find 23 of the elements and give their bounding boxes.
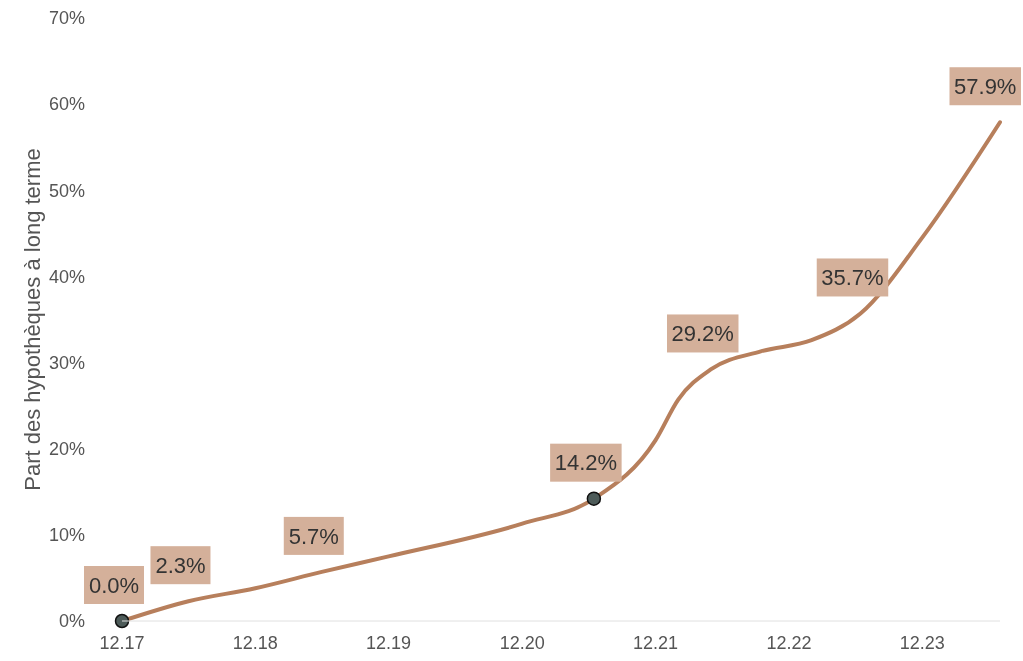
y-tick-label: 20% <box>48 439 85 460</box>
x-tick-label: 12.19 <box>366 633 412 653</box>
data-label: 14.2% <box>554 450 618 476</box>
data-label: 35.7% <box>821 265 884 291</box>
x-tick-label: 12.22 <box>766 633 812 653</box>
y-tick-label: 50% <box>48 180 85 201</box>
data-label: 29.2% <box>671 321 734 347</box>
x-tick-label: 12.21 <box>633 633 679 653</box>
y-axis-title: Part des hypothèques à long terme <box>20 148 45 491</box>
x-tick-label: 12.17 <box>99 633 145 653</box>
y-tick-label: 10% <box>48 525 85 546</box>
data-label: 2.3% <box>155 552 206 578</box>
data-label: 0.0% <box>88 572 140 598</box>
x-tick-label: 12.23 <box>899 633 945 653</box>
y-tick-label: 30% <box>48 352 85 373</box>
data-label: 5.7% <box>288 523 339 549</box>
y-tick-label: 70% <box>48 8 85 29</box>
data-label: 57.9% <box>954 73 1017 99</box>
y-tick-label: 60% <box>48 94 85 115</box>
x-tick-label: 12.20 <box>499 633 545 653</box>
y-tick-label: 40% <box>48 266 85 287</box>
y-tick-label: 0% <box>58 611 85 632</box>
x-tick-label: 12.18 <box>232 633 278 653</box>
